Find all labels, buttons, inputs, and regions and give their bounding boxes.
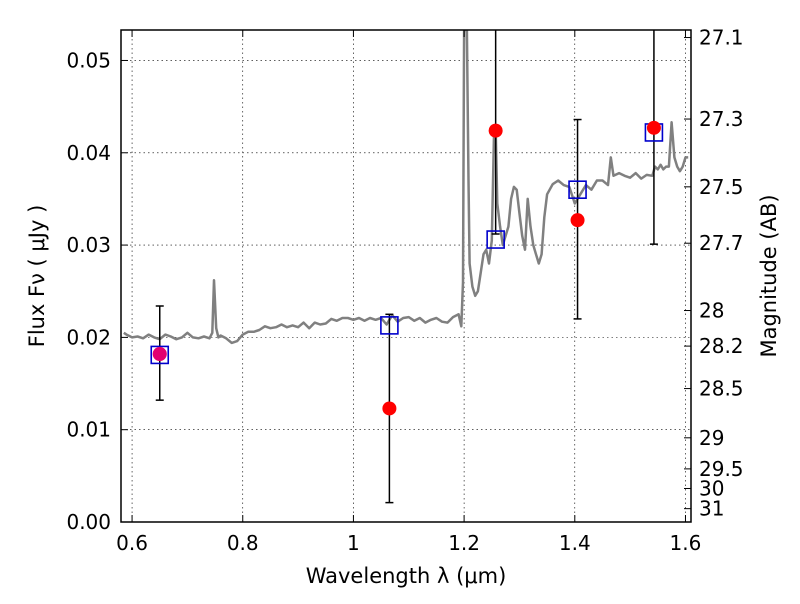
y-tick-label: 0.00 xyxy=(66,510,111,534)
right-tick-label: 29 xyxy=(699,426,724,450)
model-photometry-square xyxy=(568,180,587,199)
observed-flux-point xyxy=(488,123,503,138)
observed-flux-point xyxy=(382,401,397,416)
x-tick-label: 1.6 xyxy=(670,531,702,555)
right-tick-label: 29.5 xyxy=(699,457,744,481)
right-tick-label: 27.1 xyxy=(699,26,744,50)
x-axis-label: Wavelength λ (μm) xyxy=(306,564,507,588)
right-tick-label: 28.2 xyxy=(699,334,744,358)
model-photometry-square xyxy=(380,316,399,335)
right-tick-label: 30 xyxy=(699,476,724,500)
y-tick-label: 0.04 xyxy=(66,141,111,165)
y-tick-label: 0.05 xyxy=(66,48,111,72)
x-tick-label: 1 xyxy=(347,531,360,555)
y-tick-label: 0.03 xyxy=(66,233,111,257)
grid-lines xyxy=(121,30,691,523)
model-photometry-square xyxy=(150,345,170,365)
x-tick-label: 0.6 xyxy=(116,531,148,555)
y-tick-label: 0.02 xyxy=(66,325,111,349)
x-tick-label: 0.8 xyxy=(227,531,259,555)
overlap-point xyxy=(152,347,167,361)
model-spectrum-line xyxy=(123,30,689,345)
y-axis-label: Flux Fν ( μJy ) xyxy=(25,205,49,348)
y-axis-right-label: Magnitude (AB) xyxy=(757,194,781,357)
axis-ticks: 0.6 0.8 1 1.2 1.4 1.6 0.00 0.01 0.02 0.03 0.04 0.05… xyxy=(66,26,743,555)
model-photometry-square xyxy=(486,230,505,249)
observed-flux-point xyxy=(646,120,661,135)
plot-area xyxy=(123,30,689,504)
x-tick-label: 1.2 xyxy=(448,531,480,555)
plot-frame xyxy=(120,29,692,523)
x-tick-label: 1.4 xyxy=(559,531,591,555)
right-tick-label: 27.5 xyxy=(699,175,744,199)
right-tick-label: 28 xyxy=(699,299,724,323)
right-tick-label: 27.7 xyxy=(699,231,744,255)
right-tick-label: 27.3 xyxy=(699,107,744,131)
right-tick-label: 28.5 xyxy=(699,377,744,401)
y-tick-label: 0.01 xyxy=(66,418,111,442)
right-tick-label: 31 xyxy=(699,497,724,521)
observed-flux-point xyxy=(570,213,585,228)
